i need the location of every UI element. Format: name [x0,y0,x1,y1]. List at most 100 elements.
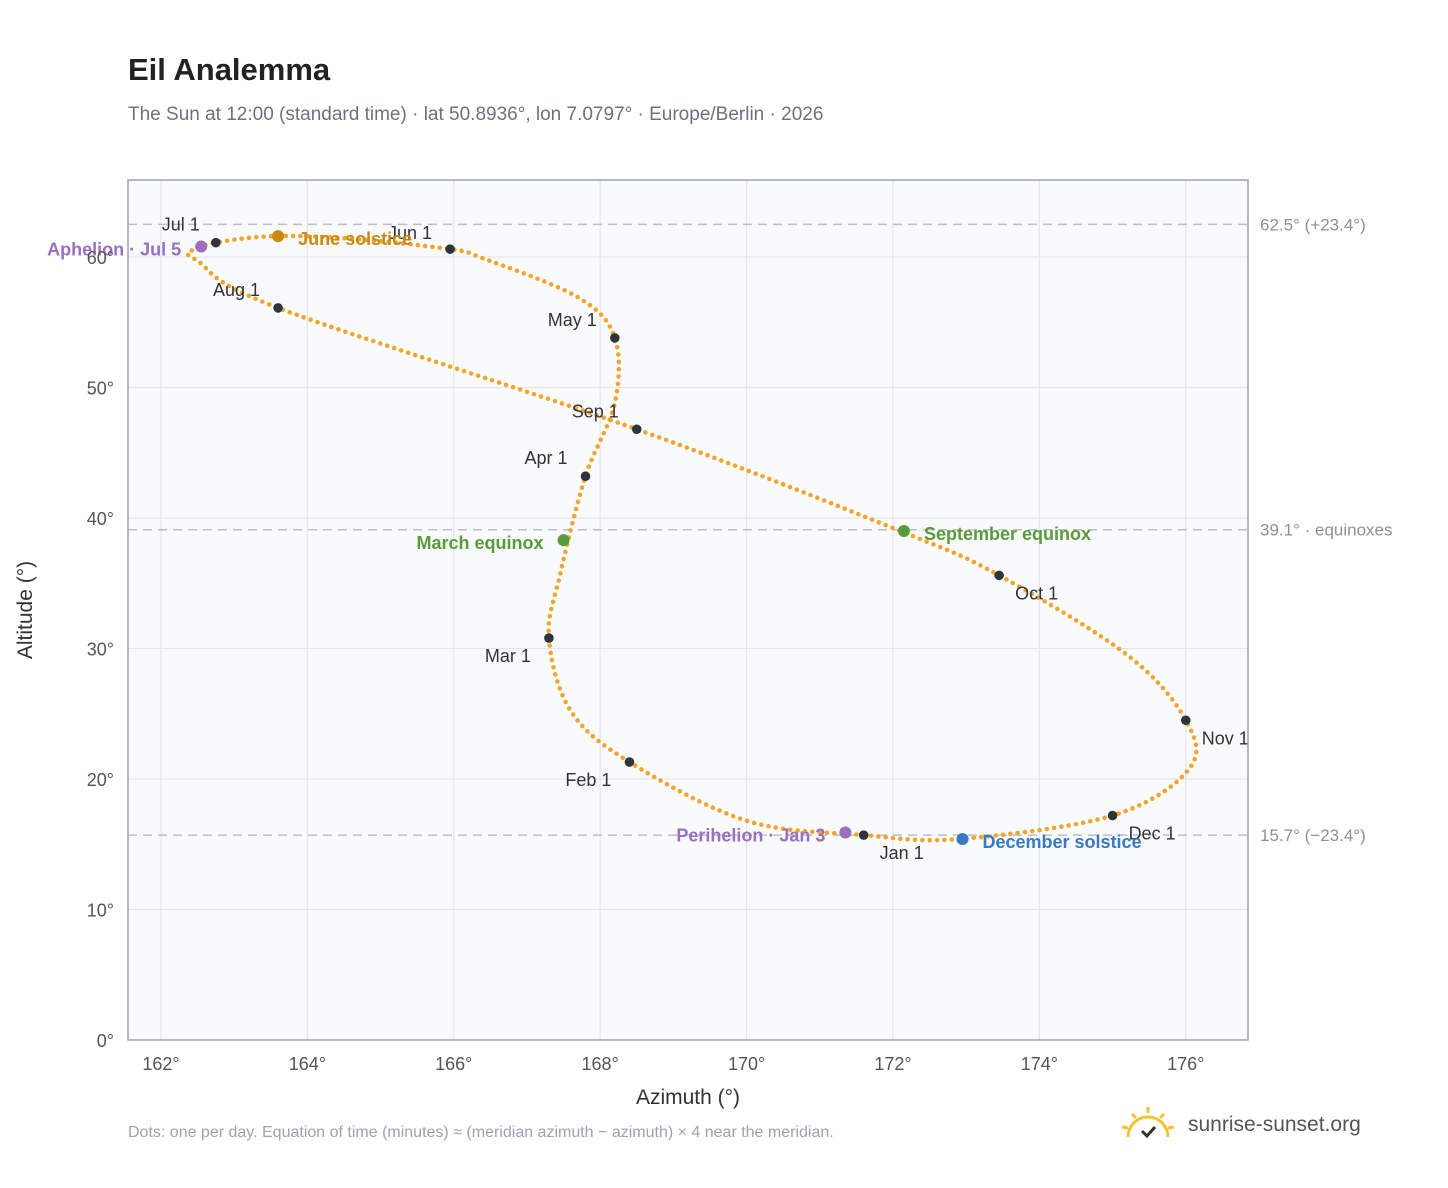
day-dot [808,492,813,498]
day-dot [266,302,272,307]
brand-logo[interactable]: sunrise-sunset.org [1120,1100,1390,1150]
day-dot [1104,638,1110,643]
day-dot [545,396,551,402]
reference-label: 62.5° (+23.4°) [1260,215,1366,234]
day-dot [571,513,577,519]
day-dot [744,818,750,824]
day-dot [604,424,610,429]
day-dot [577,492,583,498]
day-dot [1061,610,1066,615]
day-dot [616,359,622,365]
day-dot [1169,697,1175,702]
day-dot [253,296,258,302]
day-dot [592,450,597,456]
day-dot [718,458,724,463]
day-dot [854,832,859,837]
sun-logo-icon [1121,1107,1175,1139]
day-dot [767,476,772,482]
day-dot [320,234,325,240]
day-dot [1116,646,1122,652]
day-dot [965,556,970,562]
day-dot [697,799,702,804]
day-dot [575,499,581,505]
day-dot [766,823,771,829]
day-dot [1130,806,1135,811]
day-dot [607,324,613,329]
day-dot [883,834,888,840]
event-marker [195,240,208,253]
month-marker [994,570,1004,581]
day-dot [560,692,565,698]
day-dot [363,336,369,342]
day-dot [349,236,355,242]
day-dot [1128,655,1134,661]
day-dot [787,827,793,833]
day-dot [890,835,896,841]
day-dot [1139,664,1145,670]
month-label: May 1 [548,310,597,330]
day-dot [503,382,509,388]
event-marker [956,833,969,846]
day-dot [780,826,786,832]
y-tick-label: 0° [97,1031,114,1051]
day-dot [603,318,609,323]
day-dot [1110,642,1116,647]
event-label: December solstice [983,832,1142,852]
day-dot [254,234,259,240]
month-marker [445,244,455,254]
day-dot [598,312,604,317]
day-dot [1080,820,1086,826]
day-dot [614,751,619,757]
day-dot [239,236,244,241]
y-tick-label: 50° [87,378,114,398]
page-title: Eil Analemma [128,52,331,87]
day-dot [690,795,696,801]
day-dot [1036,595,1041,600]
day-dot [663,437,669,443]
day-dot [1160,685,1166,691]
footnote: Dots: one per day. Equation of time (min… [128,1124,834,1141]
day-dot [684,792,689,798]
day-dot [419,355,425,360]
day-dot [1150,675,1156,680]
event-label: Aphelion · Jul 5 [47,240,181,260]
day-dot [671,785,676,791]
day-dot [391,345,397,351]
day-dot [710,805,716,810]
day-dot [602,743,607,748]
day-dot [573,405,579,411]
day-dot [614,344,620,350]
day-dot [801,490,806,495]
day-dot [301,314,306,320]
day-dot [563,549,568,555]
day-dot [795,828,800,833]
reference-label: 39.1° · equinoxes [1260,521,1393,540]
y-tick-label: 20° [87,770,114,790]
day-dot [573,506,579,512]
day-dot [579,485,585,491]
month-marker [211,237,221,248]
y-axis-label: Altitude (°) [14,561,37,659]
day-dot [703,802,709,807]
day-dot [1015,830,1020,836]
day-dot [430,244,435,250]
day-dot [208,271,214,276]
day-dot [480,255,485,261]
day-dot [1123,808,1128,814]
day-dot [568,528,573,533]
y-tick-label: 40° [87,509,114,529]
event-label: Perihelion · Jan 3 [676,826,825,846]
day-dot [1136,803,1142,808]
day-dot [312,234,318,239]
day-dot [986,834,991,839]
day-dot [1008,831,1013,837]
day-dot [563,699,568,705]
day-dot [294,312,299,318]
day-dot [329,324,334,330]
day-dot [1188,728,1194,734]
day-dot [233,287,238,292]
month-marker [273,303,283,313]
day-dot [528,273,533,279]
day-dot [876,520,882,525]
day-dot [677,442,683,448]
